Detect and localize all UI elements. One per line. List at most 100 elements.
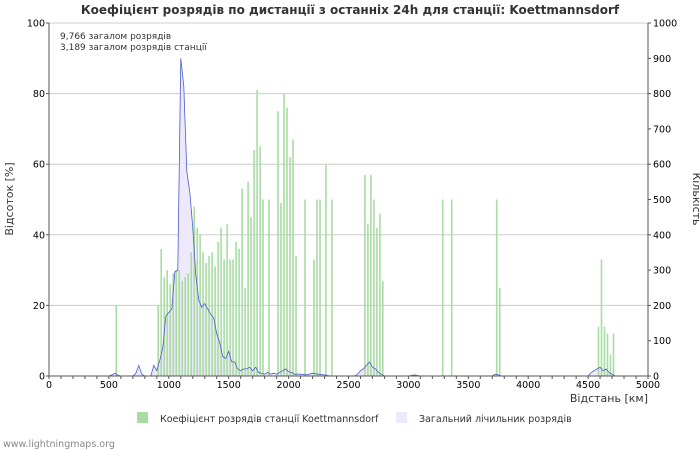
- station-ratio-bar: [304, 199, 306, 376]
- station-ratio-bar: [205, 263, 207, 376]
- station-ratio-bar: [597, 326, 600, 376]
- station-ratio-bar: [175, 270, 177, 376]
- y-right-tick-label: 200: [653, 301, 671, 312]
- x-tick-label: 2500: [336, 380, 360, 391]
- station-ratio-bar: [286, 107, 288, 376]
- station-ratio-bars-layer: [115, 90, 615, 377]
- station-ratio-bar: [187, 273, 189, 376]
- station-ratio-bar: [172, 273, 174, 376]
- x-tick-label: 2000: [277, 380, 301, 391]
- station-ratio-bar: [612, 333, 615, 376]
- station-ratio-bar: [247, 181, 249, 376]
- y-left-tick-label: 0: [39, 372, 45, 383]
- legend-label-total-strikes: Загальний лічильник розрядів: [419, 414, 572, 425]
- station-ratio-bar: [600, 259, 603, 376]
- y-right-tick-label: 700: [653, 124, 671, 135]
- station-ratio-bar: [232, 259, 234, 376]
- station-ratio-bar: [603, 326, 606, 376]
- station-ratio-bar: [313, 259, 315, 376]
- station-ratio-bar: [259, 146, 261, 376]
- station-ratio-bar: [193, 206, 195, 376]
- y-right-tick-label: 300: [653, 266, 671, 277]
- station-ratio-bar: [319, 199, 321, 376]
- station-ratio-bar: [241, 188, 243, 376]
- station-ratio-bar: [295, 256, 297, 376]
- station-ratio-bar: [495, 199, 498, 376]
- y-axis-label-left: Відсоток [%]: [3, 162, 16, 235]
- y-right-tick-label: 800: [653, 89, 671, 100]
- station-ratio-bar: [169, 284, 171, 376]
- x-tick-label: 4500: [576, 380, 600, 391]
- station-ratio-bar: [202, 252, 204, 376]
- station-ratio-bar: [289, 157, 291, 376]
- station-ratio-bar: [214, 266, 216, 376]
- station-ratio-bar: [223, 259, 225, 376]
- station-ratio-bar: [157, 305, 159, 376]
- grid: [49, 22, 648, 306]
- station-ratio-bar: [256, 90, 258, 376]
- station-ratio-bar: [262, 199, 264, 376]
- station-ratio-bar: [325, 164, 327, 376]
- station-ratio-bar: [331, 199, 333, 376]
- station-ratio-bar: [244, 287, 246, 377]
- station-ratio-bar: [373, 199, 375, 376]
- station-ratio-bar: [238, 248, 240, 376]
- station-ratio-bar: [160, 248, 162, 376]
- y-right-tick-label: 1000: [653, 19, 677, 30]
- station-ratio-bar: [316, 199, 318, 376]
- station-ratio-bar: [229, 259, 231, 376]
- legend-label-station-ratio: Коефіцієнт розрядів станції Koettmannsdo…: [160, 414, 379, 425]
- legend-swatch-station-ratio: [137, 412, 148, 423]
- annotation-total-strikes: 9,766 загалом розрядів: [60, 32, 171, 42]
- station-ratio-bar: [609, 354, 612, 376]
- station-ratio-bar: [606, 333, 609, 376]
- x-tick-label: 3500: [456, 380, 480, 391]
- y-left-tick-label: 80: [33, 89, 45, 100]
- station-ratio-bar: [277, 111, 279, 377]
- y-right-tick-label: 900: [653, 54, 671, 65]
- ticks: 0204060801000100200300400500600700800900…: [27, 19, 677, 392]
- station-ratio-bar: [196, 227, 198, 376]
- x-axis-label: Відстань [км]: [570, 392, 648, 405]
- y-left-tick-label: 20: [33, 301, 45, 312]
- annotation-station-strikes: 3,189 загалом розрядів станції: [60, 43, 207, 53]
- station-ratio-bar: [283, 93, 285, 376]
- station-ratio-bar: [364, 174, 366, 376]
- x-tick-label: 1000: [157, 380, 181, 391]
- station-ratio-bar: [178, 270, 180, 376]
- x-tick-label: 500: [100, 380, 118, 391]
- station-ratio-bar: [163, 277, 165, 376]
- station-ratio-bar: [235, 241, 237, 376]
- station-ratio-bar: [441, 199, 444, 376]
- station-ratio-bar: [253, 150, 255, 376]
- y-right-tick-label: 500: [653, 195, 671, 206]
- y-left-tick-label: 40: [33, 230, 45, 241]
- footer-credit: www.lightningmaps.org: [3, 439, 115, 450]
- station-ratio-bar: [181, 280, 183, 376]
- station-ratio-bar: [226, 224, 228, 376]
- x-tick-label: 1500: [217, 380, 241, 391]
- legend-swatch-total-strikes: [396, 412, 407, 423]
- station-ratio-bar: [220, 227, 222, 376]
- station-ratio-bar: [292, 139, 294, 376]
- station-ratio-bar: [379, 213, 381, 376]
- station-ratio-bar: [211, 252, 213, 376]
- station-ratio-bar: [376, 227, 378, 376]
- x-tick-label: 0: [46, 380, 52, 391]
- station-ratio-bar: [184, 277, 186, 376]
- x-tick-label: 5000: [636, 380, 660, 391]
- station-ratio-bar: [280, 203, 282, 376]
- y-left-tick-label: 100: [27, 19, 45, 30]
- x-tick-label: 4000: [516, 380, 540, 391]
- chart-title: Коефіцієнт розрядів по дистанції з остан…: [81, 3, 620, 17]
- station-ratio-bar: [382, 280, 384, 376]
- total-strikes-line-layer: [49, 58, 648, 377]
- station-ratio-bar: [190, 252, 192, 376]
- x-tick-label: 3000: [396, 380, 420, 391]
- station-ratio-bar: [498, 287, 501, 377]
- total-strikes-line: [49, 58, 648, 377]
- station-ratio-bar: [166, 270, 168, 376]
- y-right-tick-label: 100: [653, 336, 671, 347]
- station-ratio-bar: [250, 217, 252, 376]
